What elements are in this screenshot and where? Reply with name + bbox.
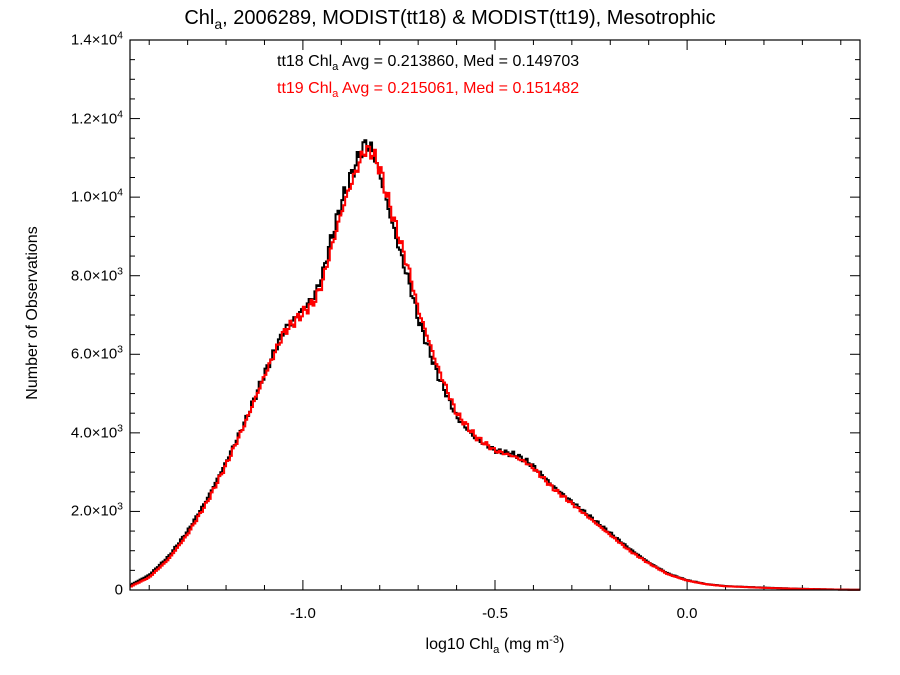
chart-title: Chla, 2006289, MODIST(tt18) & MODIST(tt1…: [184, 7, 716, 32]
y-tick-label: 6.0×103: [70, 344, 123, 363]
y-tick-label: 0: [114, 581, 123, 599]
annotation-tt18: tt18 Chla Avg = 0.213860, Med = 0.149703: [277, 53, 580, 73]
y-tick-label: 8.0×103: [70, 265, 123, 285]
series-lines: [130, 139, 860, 591]
annotation-tt19: tt19 Chla Avg = 0.215061, Med = 0.151482: [277, 80, 580, 100]
axis-ticks: [130, 39, 860, 591]
x-tick-label: -1.0: [289, 605, 316, 622]
x-tick-label: 0.0: [676, 605, 698, 622]
x-axis-label: log10 Chla (mg m-3): [425, 633, 565, 656]
series-line-tt18: [130, 139, 860, 591]
y-tick-label: 2.0×103: [70, 501, 123, 520]
series-line-tt19: [130, 144, 860, 591]
y-tick-label: 1.0×104: [70, 186, 123, 206]
y-tick-label: 1.2×104: [70, 108, 123, 128]
y-tick-label: 1.4×104: [70, 29, 123, 49]
y-tick-label: 4.0×103: [70, 422, 123, 442]
x-tick-label: -0.5: [482, 605, 508, 622]
y-axis-label: Number of Observations: [24, 226, 41, 400]
plot-frame: [129, 39, 861, 591]
